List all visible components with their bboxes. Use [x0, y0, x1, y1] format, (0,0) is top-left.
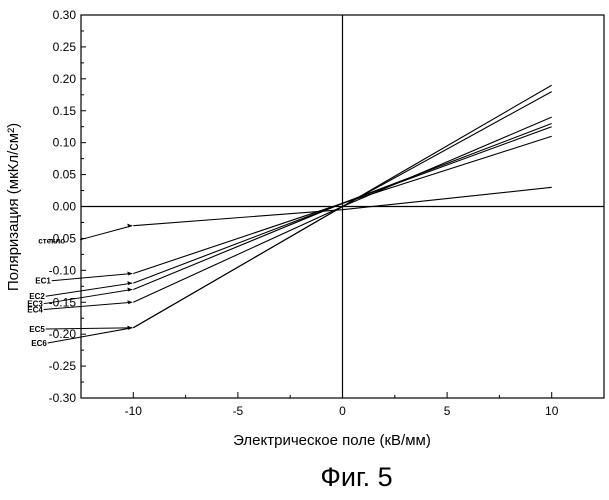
annotation-label: EC5 — [29, 325, 45, 334]
annotation-pointer — [79, 225, 133, 241]
annotation-pointer — [43, 288, 133, 305]
y-tick-label: 0.25 — [53, 40, 77, 54]
y-tick-label: -0.15 — [49, 295, 77, 309]
axes: -0.30 -0.25 -0.20 -0.15 -0.10 -0.05 0.00 0.05 0.… — [49, 8, 605, 418]
chart: -0.30 -0.25 -0.20 -0.15 -0.10 -0.05 0.00 0.05 0.… — [5, 8, 605, 449]
annotation-arrowhead — [127, 300, 133, 305]
annotation-label: EC6 — [31, 339, 47, 348]
annotation-pointer — [45, 327, 133, 330]
y-tick-label: 0.20 — [53, 72, 77, 86]
annotation-label: EC1 — [35, 277, 51, 286]
x-tick-label: 10 — [545, 404, 559, 418]
y-tick-label: -0.25 — [49, 359, 77, 373]
annotation-pointer — [47, 327, 133, 344]
series-layer — [133, 84, 552, 329]
y-tick-label: 0.10 — [53, 136, 77, 150]
y-tick-label: -0.30 — [49, 391, 77, 405]
annotation-pointer — [43, 301, 133, 310]
series-line-6 — [133, 84, 552, 329]
figure-caption: Фиг. 5 — [320, 462, 393, 492]
y-tick-label: 0.30 — [53, 8, 77, 22]
annotation-pointer — [45, 282, 133, 297]
y-axis-title: Поляризация (мкКл/см²) — [5, 123, 22, 291]
annotation-arrowhead — [127, 223, 133, 228]
annotation-label: EC3 — [27, 299, 43, 308]
x-tick-label: -10 — [125, 404, 143, 418]
y-tick-label: -0.10 — [49, 263, 77, 277]
series-line-3 — [133, 123, 552, 290]
annotation-pointer — [51, 273, 133, 282]
x-tick-label: 5 — [444, 404, 451, 418]
x-tick-label: -5 — [233, 404, 244, 418]
y-tick-label: -0.05 — [49, 231, 77, 245]
annotation-label: стекло — [38, 237, 65, 246]
annotation-arrowhead — [127, 271, 133, 276]
annotation-arrowhead — [127, 287, 133, 292]
annotation-arrowhead — [127, 281, 133, 286]
y-tick-label: -0.20 — [49, 327, 77, 341]
annotation-label: EC2 — [29, 292, 45, 301]
y-tick-label: 0.05 — [53, 168, 77, 182]
y-tick-label: 0.15 — [53, 104, 77, 118]
annotation-label: EC4 — [27, 305, 43, 314]
annotation-arrowhead — [127, 325, 133, 330]
x-tick-label: 0 — [339, 404, 346, 418]
x-axis-title: Электрическое поле (кВ/мм) — [233, 432, 431, 449]
y-tick-label: 0.00 — [53, 200, 77, 214]
series-line-0 — [133, 186, 552, 227]
